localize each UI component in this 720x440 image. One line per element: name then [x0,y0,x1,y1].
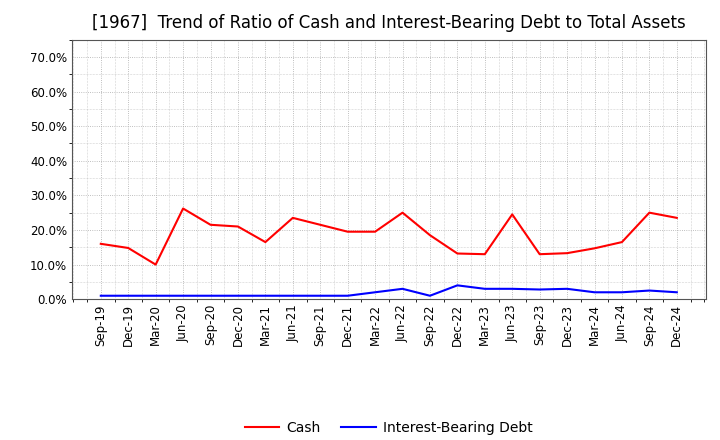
Interest-Bearing Debt [618,290,626,295]
Cash [426,232,434,238]
Cash [508,212,516,217]
Interest-Bearing Debt [96,293,105,298]
Interest-Bearing Debt [453,283,462,288]
Cash [179,206,187,211]
Interest-Bearing Debt [289,293,297,298]
Cash [398,210,407,215]
Interest-Bearing Debt [343,293,352,298]
Cash [618,239,626,245]
Cash [536,252,544,257]
Cash [96,241,105,246]
Cash [480,252,489,257]
Interest-Bearing Debt [672,290,681,295]
Cash [645,210,654,215]
Interest-Bearing Debt [563,286,572,291]
Cash [590,246,599,251]
Interest-Bearing Debt [206,293,215,298]
Cash [672,215,681,220]
Interest-Bearing Debt [590,290,599,295]
Cash [343,229,352,235]
Interest-Bearing Debt [151,293,160,298]
Interest-Bearing Debt [398,286,407,291]
Cash [206,222,215,227]
Interest-Bearing Debt [480,286,489,291]
Cash [453,251,462,256]
Cash [233,224,242,229]
Interest-Bearing Debt [261,293,270,298]
Interest-Bearing Debt [645,288,654,293]
Interest-Bearing Debt [508,286,516,291]
Title: [1967]  Trend of Ratio of Cash and Interest-Bearing Debt to Total Assets: [1967] Trend of Ratio of Cash and Intere… [92,15,685,33]
Cash [563,250,572,256]
Cash [371,229,379,235]
Line: Cash: Cash [101,209,677,264]
Interest-Bearing Debt [124,293,132,298]
Interest-Bearing Debt [371,290,379,295]
Interest-Bearing Debt [536,287,544,292]
Interest-Bearing Debt [426,293,434,298]
Interest-Bearing Debt [179,293,187,298]
Cash [261,239,270,245]
Cash [151,262,160,267]
Cash [289,215,297,220]
Cash [124,246,132,251]
Interest-Bearing Debt [233,293,242,298]
Cash [316,222,325,227]
Interest-Bearing Debt [316,293,325,298]
Legend: Cash, Interest-Bearing Debt: Cash, Interest-Bearing Debt [239,415,539,440]
Line: Interest-Bearing Debt: Interest-Bearing Debt [101,286,677,296]
